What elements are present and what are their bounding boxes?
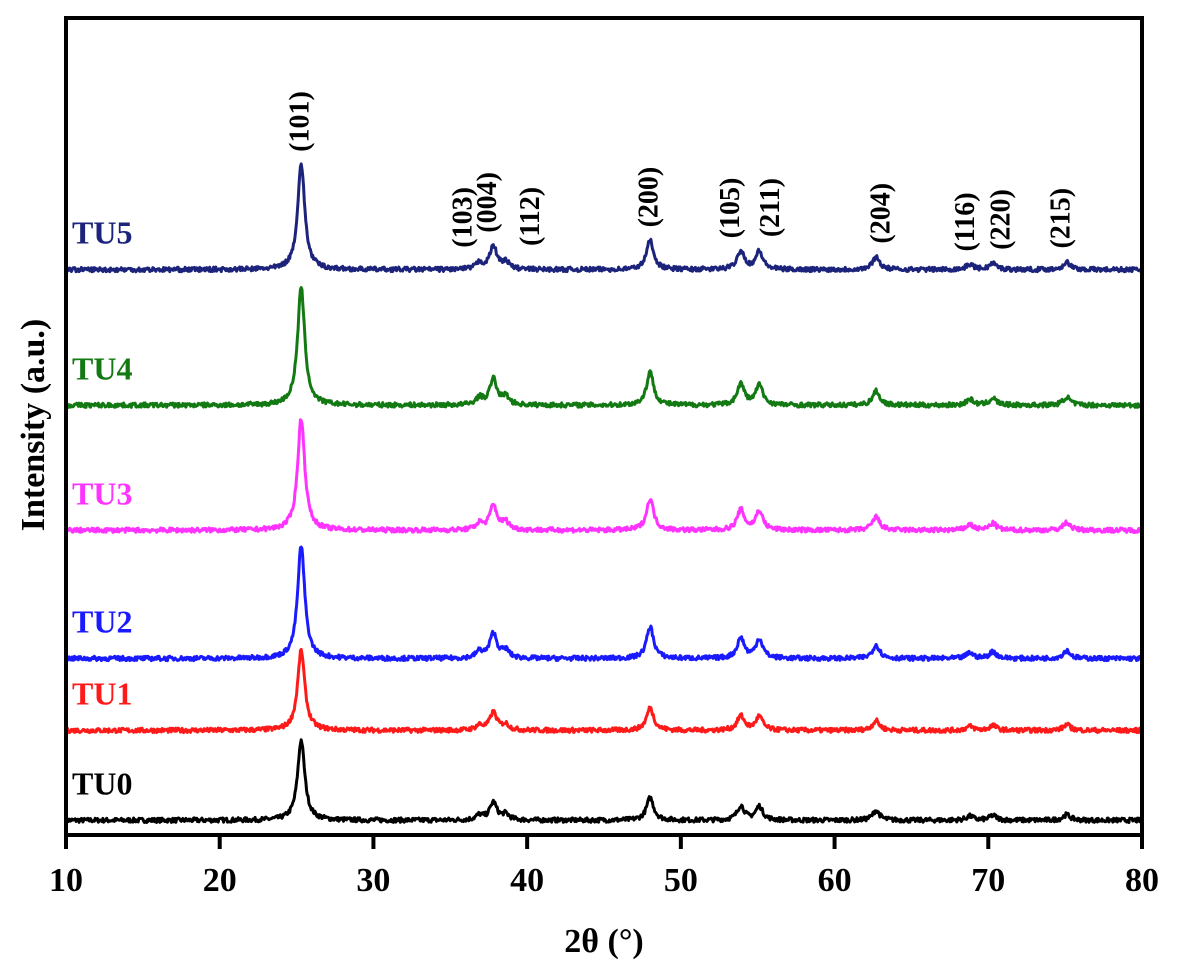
y-axis-label: Intensity (a.u.) [15, 319, 52, 532]
x-axis: 10 20 30 40 50 60 70 80 [49, 835, 1159, 899]
trace-tu1 [64, 647, 1144, 735]
x-tick-label: 10 [49, 862, 83, 899]
series-labels: TU0 TU1 TU2 TU3 TU4 TU5 [72, 215, 132, 802]
x-tick-label: 80 [1125, 862, 1159, 899]
peak-annotation: (204) [866, 183, 897, 244]
x-tick-label: 40 [510, 862, 544, 899]
series-label-tu1: TU1 [72, 675, 132, 711]
x-tick-label: 30 [356, 862, 390, 899]
peak-annotation: (112) [515, 187, 546, 246]
series-label-tu5: TU5 [72, 215, 132, 251]
peak-annotation: (105) [715, 178, 746, 239]
trace-tu5 [64, 162, 1144, 274]
peak-annotation: (101) [285, 91, 316, 152]
x-tick-label: 70 [971, 862, 1005, 899]
peak-annotation: (116) [950, 192, 981, 251]
peak-annotations: (101) (103)(004) (112) (200) (105) (211) (204)… [285, 91, 1077, 251]
peak-annotation: (200) [634, 167, 665, 228]
plot-frame [64, 16, 1144, 837]
x-tick-label: 60 [818, 862, 852, 899]
traces [64, 162, 1144, 824]
x-tick-label: 50 [664, 862, 698, 899]
trace-tu0 [64, 738, 1143, 824]
trace-tu3 [64, 418, 1143, 534]
series-label-tu4: TU4 [72, 350, 132, 386]
trace-tu4 [64, 286, 1144, 409]
series-label-tu3: TU3 [72, 475, 132, 511]
peak-annotation: (103) [448, 187, 479, 248]
peak-annotation: (211) [755, 178, 786, 237]
series-label-tu0: TU0 [72, 765, 132, 801]
peak-annotation: (215) [1046, 188, 1077, 249]
series-label-tu2: TU2 [72, 604, 132, 640]
peak-annotation: (220) [986, 189, 1017, 250]
x-tick-label: 20 [203, 862, 237, 899]
trace-tu2 [64, 545, 1143, 663]
peak-annotation: (004) [472, 172, 503, 233]
x-axis-label: 2θ (°) [564, 923, 644, 960]
